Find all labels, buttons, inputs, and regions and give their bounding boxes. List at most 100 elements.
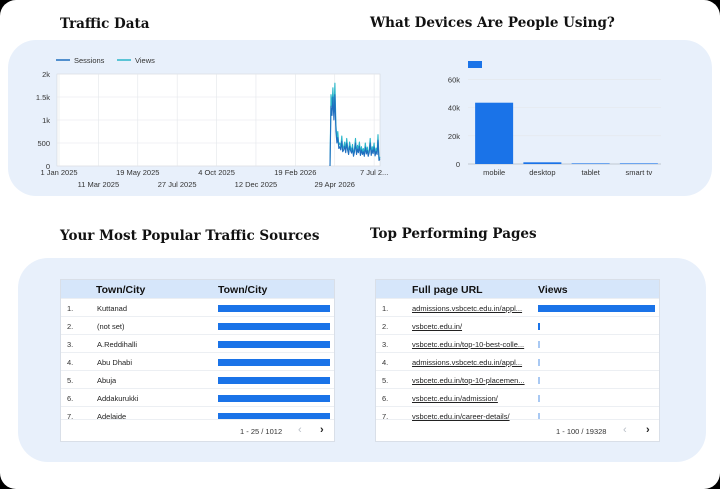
table-row[interactable]: 4. Abu Dhabi <box>61 352 334 370</box>
page-url-link[interactable]: vsbcetc.edu.in/top-10-placemen... <box>412 376 525 385</box>
devices-bar-chart[interactable]: 0 20k 40k 60k mobile desktop tablet smart tv <box>430 55 670 185</box>
table-pager: 1 - 100 / 19328 ‹ › <box>376 419 659 441</box>
row-index: 3. <box>382 340 389 349</box>
column-header-town-city[interactable]: Town/City <box>96 284 146 296</box>
table-row[interactable]: 2. (not set) <box>61 316 334 334</box>
town-city-name: Abu Dhabi <box>97 358 133 367</box>
row-index: 1. <box>382 304 389 313</box>
pager-next-button[interactable]: › <box>646 424 650 436</box>
town-city-name: Adelaide <box>97 412 127 421</box>
table-row[interactable]: 1. Kuttanad <box>61 298 334 316</box>
top-pages-table: Full page URL Views 1. admissions.vsbcetc… <box>375 279 660 442</box>
town-city-name: (not set) <box>97 322 125 331</box>
pager-prev-button[interactable]: ‹ <box>623 424 627 436</box>
table-row[interactable]: 6. Addakurukki <box>61 388 334 406</box>
metric-bar <box>218 395 330 402</box>
devices-heading: What Devices Are People Using? <box>370 15 615 31</box>
town-city-name: A.Reddihalli <box>97 340 138 349</box>
page-url-link[interactable]: admissions.vsbcetc.edu.in/appl... <box>412 304 523 313</box>
bar-mobile <box>475 102 514 164</box>
y-tick-label: 0 <box>456 160 460 169</box>
traffic-sources-heading: Your Most Popular Traffic Sources <box>60 228 320 244</box>
y-tick-label: 500 <box>37 139 50 148</box>
y-tick-label: 20k <box>448 132 460 141</box>
column-header-town-city-metric[interactable]: Town/City <box>218 284 268 296</box>
x-tick-label: 4 Oct 2025 <box>198 168 235 177</box>
x-tick-label: 1 Jan 2025 <box>40 168 77 177</box>
metric-bar <box>538 413 540 420</box>
pager-prev-button[interactable]: ‹ <box>298 424 302 436</box>
row-index: 5. <box>382 376 389 385</box>
table-row[interactable]: 3. A.Reddihalli <box>61 334 334 352</box>
page-url-link[interactable]: vsbcetc.edu.in/admission/ <box>412 394 498 403</box>
column-header-full-page-url[interactable]: Full page URL <box>412 284 483 296</box>
table-row[interactable]: 7. vsbcetc.edu.in/career-details/ <box>376 406 659 424</box>
row-index: 3. <box>67 340 74 349</box>
table-row[interactable]: 1. admissions.vsbcetc.edu.in/appl... <box>376 298 659 316</box>
bar-desktop <box>523 162 562 164</box>
table-row[interactable]: 3. vsbcetc.edu.in/top-10-best-colle... <box>376 334 659 352</box>
table-row[interactable]: 4. admissions.vsbcetc.edu.in/appl... <box>376 352 659 370</box>
metric-bar <box>218 377 330 384</box>
x-tick-label: 19 May 2025 <box>116 168 159 177</box>
pager-range: 1 - 100 / 19328 <box>556 427 607 436</box>
y-tick-label: 1k <box>42 116 50 125</box>
page-url-link[interactable]: admissions.vsbcetc.edu.in/appl... <box>412 358 523 367</box>
table-row[interactable]: 5. vsbcetc.edu.in/top-10-placemen... <box>376 370 659 388</box>
metric-bar <box>538 305 655 312</box>
x-tick-label: desktop <box>529 168 555 177</box>
metric-bar <box>538 359 540 366</box>
metric-bar <box>218 305 330 312</box>
y-tick-label: 2k <box>42 70 50 79</box>
table-row[interactable]: 6. vsbcetc.edu.in/admission/ <box>376 388 659 406</box>
row-index: 7. <box>382 412 389 421</box>
row-index: 4. <box>382 358 389 367</box>
metric-bar <box>538 377 540 384</box>
town-city-name: Abuja <box>97 376 117 385</box>
top-pages-heading: Top Performing Pages <box>370 226 537 242</box>
metric-bar <box>538 395 540 402</box>
bar-tablet <box>571 163 610 164</box>
pager-next-button[interactable]: › <box>320 424 324 436</box>
traffic-data-heading: Traffic Data <box>60 16 150 32</box>
bar-smart-tv <box>619 163 658 164</box>
legend-swatch-devices <box>468 61 482 68</box>
page-url-link[interactable]: vsbcetc.edu.in/top-10-best-colle... <box>412 340 525 349</box>
y-tick-label: 1.5k <box>36 93 50 102</box>
legend-label-views: Views <box>135 56 155 65</box>
x-tick-label: 29 Apr 2026 <box>315 180 355 189</box>
table-header: Town/City Town/City <box>61 280 334 298</box>
table-header: Full page URL Views <box>376 280 659 298</box>
metric-bar <box>538 341 540 348</box>
traffic-sources-table: Town/City Town/City 1. Kuttanad 2. (not set… <box>60 279 335 442</box>
x-tick-label: 19 Feb 2026 <box>274 168 316 177</box>
legend-label-sessions: Sessions <box>74 56 105 65</box>
table-row[interactable]: 2. vsbcetc.edu.in/ <box>376 316 659 334</box>
series-line-sessions <box>329 94 381 167</box>
x-tick-label: 27 Jul 2025 <box>158 180 197 189</box>
row-index: 6. <box>382 394 389 403</box>
metric-bar <box>218 413 330 420</box>
row-index: 1. <box>67 304 74 313</box>
x-tick-label: mobile <box>483 168 505 177</box>
town-city-name: Kuttanad <box>97 304 128 313</box>
metric-bar <box>218 359 330 366</box>
pager-range: 1 - 25 / 1012 <box>240 427 283 436</box>
row-index: 5. <box>67 376 74 385</box>
table-row[interactable]: 5. Abuja <box>61 370 334 388</box>
table-row[interactable]: 7. Adelaide <box>61 406 334 424</box>
row-index: 7. <box>67 412 74 421</box>
x-tick-label: smart tv <box>626 168 653 177</box>
x-tick-label: 7 Jul 2... <box>360 168 388 177</box>
page-url-link[interactable]: vsbcetc.edu.in/ <box>412 322 463 331</box>
row-index: 6. <box>67 394 74 403</box>
y-tick-label: 40k <box>448 104 460 113</box>
y-tick-label: 60k <box>448 75 460 84</box>
y-tick-label: 0 <box>46 162 50 171</box>
column-header-views[interactable]: Views <box>538 284 568 296</box>
row-index: 2. <box>67 322 74 331</box>
x-tick-label: 12 Dec 2025 <box>235 180 278 189</box>
x-tick-label: tablet <box>581 168 600 177</box>
